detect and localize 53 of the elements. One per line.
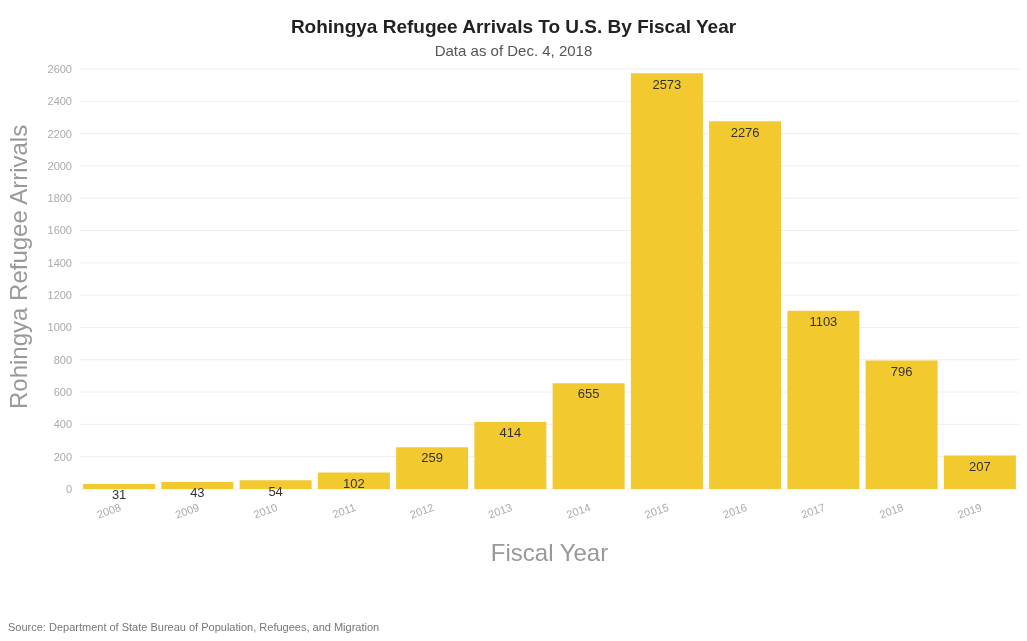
y-tick-label: 0 <box>65 482 72 495</box>
source-note: Source: Department of State Bureau of Population, Refugees, and Migration <box>8 621 380 633</box>
y-tick-label: 200 <box>53 450 72 463</box>
bar <box>474 422 547 489</box>
x-tick-label: 2015 <box>643 500 671 521</box>
y-tick-label: 400 <box>53 418 72 431</box>
y-tick-label: 1600 <box>47 224 72 237</box>
x-tick-label: 2011 <box>330 500 358 521</box>
x-tick-label: 2017 <box>799 500 827 521</box>
y-tick-label: 1800 <box>47 192 72 205</box>
y-tick-label: 600 <box>53 385 72 398</box>
bar <box>709 121 782 489</box>
data-label: 207 <box>969 458 991 474</box>
x-tick-label: 2008 <box>95 500 123 521</box>
y-tick-label: 1000 <box>47 321 72 334</box>
chart-title: Rohingya Refugee Arrivals To U.S. By Fiscal Year <box>289 15 738 38</box>
data-label: 796 <box>890 363 913 379</box>
bar <box>83 483 156 489</box>
x-tick-label: 2012 <box>408 500 436 521</box>
y-axis-title: Rohingya Refugee Arrivals <box>4 124 32 409</box>
x-tick-label: 2018 <box>877 500 905 521</box>
data-label: 2573 <box>652 76 682 92</box>
x-tick-label: 2014 <box>564 500 592 521</box>
bar <box>552 383 625 489</box>
data-label: 43 <box>190 485 205 501</box>
y-tick-label: 1200 <box>47 289 72 302</box>
y-tick-label: 2200 <box>47 127 72 140</box>
chart-subtitle: Data as of Dec. 4, 2018 <box>433 42 594 59</box>
bar <box>239 480 312 489</box>
x-tick-label: 2009 <box>173 500 201 521</box>
x-tick-label: 2010 <box>251 500 279 521</box>
bar <box>630 73 703 489</box>
x-axis-title: Fiscal Year <box>490 539 609 566</box>
data-label: 31 <box>111 487 127 503</box>
data-label: 414 <box>499 425 522 441</box>
bar <box>396 447 469 489</box>
bar <box>865 360 938 489</box>
y-tick-label: 1400 <box>47 256 72 269</box>
y-tick-label: 2600 <box>47 62 72 75</box>
x-tick-label: 2013 <box>486 500 514 521</box>
y-tick-label: 800 <box>53 353 72 366</box>
bar <box>161 482 234 489</box>
data-label: 102 <box>343 475 365 491</box>
bar <box>943 455 1016 489</box>
x-tick-label: 2016 <box>721 500 749 521</box>
x-tick-label: 2019 <box>956 500 984 521</box>
y-tick-label: 2400 <box>47 95 72 108</box>
bar <box>787 310 860 489</box>
data-label: 2276 <box>730 124 760 140</box>
data-label: 655 <box>577 386 600 402</box>
data-label: 259 <box>421 450 443 466</box>
y-tick-label: 2000 <box>47 159 72 172</box>
data-label: 1103 <box>809 314 838 330</box>
